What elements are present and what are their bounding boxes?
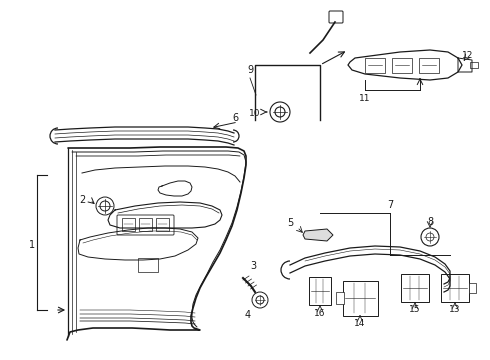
Text: 11: 11: [359, 94, 371, 103]
Bar: [139, 218, 152, 231]
Text: 8: 8: [427, 217, 433, 227]
Polygon shape: [158, 181, 192, 196]
FancyBboxPatch shape: [329, 11, 343, 23]
Bar: [401, 274, 429, 302]
Bar: [336, 292, 344, 304]
Text: 10: 10: [249, 108, 261, 117]
Text: 6: 6: [232, 113, 238, 123]
Bar: [441, 274, 469, 302]
Bar: [122, 218, 135, 231]
Circle shape: [421, 228, 439, 246]
Polygon shape: [348, 50, 462, 80]
Text: 12: 12: [462, 50, 474, 59]
Text: 5: 5: [287, 218, 293, 228]
Text: 4: 4: [245, 310, 251, 320]
Bar: [419, 58, 439, 73]
Bar: [469, 283, 476, 293]
Circle shape: [426, 233, 434, 241]
Bar: [309, 277, 331, 305]
Circle shape: [256, 296, 264, 304]
Circle shape: [270, 102, 290, 122]
Text: 1: 1: [29, 240, 35, 250]
Text: 15: 15: [409, 306, 421, 315]
Text: 2: 2: [79, 195, 85, 205]
Circle shape: [100, 201, 110, 211]
Circle shape: [252, 292, 268, 308]
Text: 9: 9: [247, 65, 253, 75]
Text: 13: 13: [449, 306, 461, 315]
Circle shape: [275, 107, 285, 117]
Circle shape: [96, 197, 114, 215]
Text: 14: 14: [354, 319, 366, 328]
FancyBboxPatch shape: [117, 215, 174, 235]
Text: 3: 3: [250, 261, 256, 271]
Bar: [470, 62, 478, 68]
Text: 7: 7: [387, 200, 393, 210]
Text: 16: 16: [314, 309, 326, 318]
Bar: [343, 281, 378, 316]
Bar: [138, 258, 158, 272]
Bar: [156, 218, 169, 231]
Bar: [392, 58, 412, 73]
Bar: [365, 58, 385, 73]
Polygon shape: [303, 229, 333, 241]
